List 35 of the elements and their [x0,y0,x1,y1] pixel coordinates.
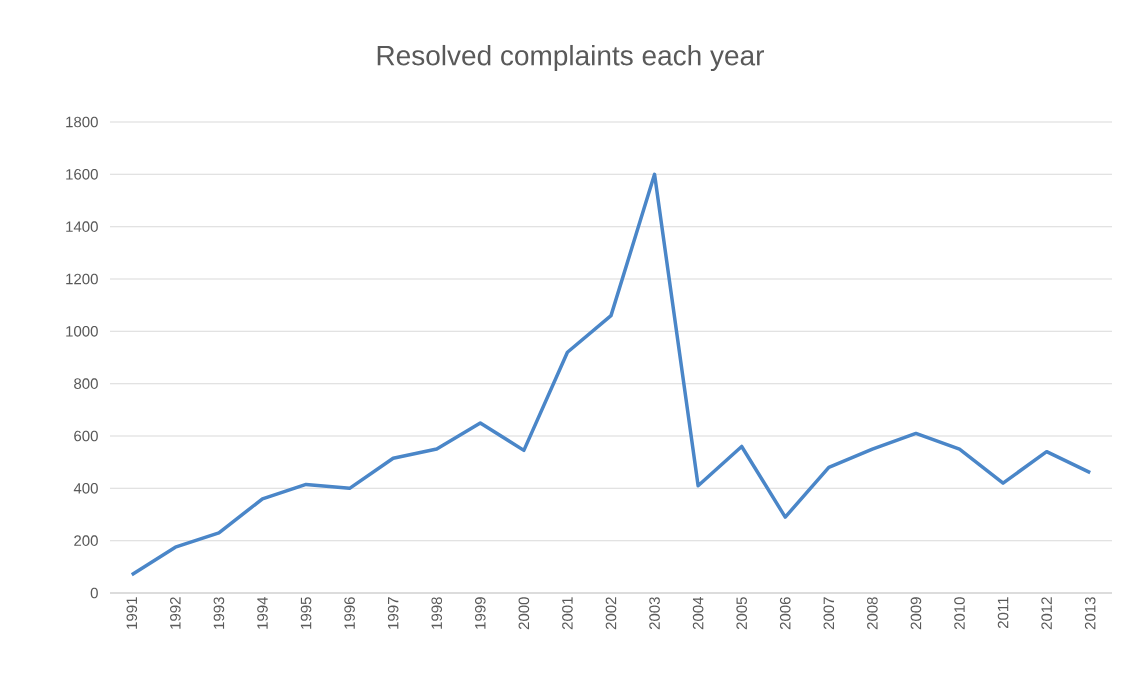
chart-title: Resolved complaints each year [377,44,764,72]
x-tick-label: 2005 [736,597,747,630]
line-series [130,172,1092,577]
x-tick-label: 2000 [518,597,530,630]
y-tick-label: 800 [74,378,98,389]
x-tick-label: 1997 [387,597,399,629]
x-tick-label: 2004 [692,596,704,630]
x-tick-label: 2010 [954,597,965,630]
x-tick-label: 1995 [300,597,312,629]
x-tick-label: 1993 [213,597,225,629]
x-tick-label: 1992 [170,597,181,629]
x-tick-label: 1999 [474,597,486,629]
x-tick-label: 2006 [779,597,791,630]
y-tick-label: 0 [90,587,98,599]
x-tick-label: 1998 [431,597,443,629]
x-tick-label: 2009 [910,597,922,630]
y-tick-label: 1800 [66,116,98,128]
x-tick-label: 2007 [823,597,835,630]
x-tick-label: 1996 [344,597,355,629]
x-tick-label: 2003 [649,597,660,630]
y-tick-label: 600 [74,430,98,442]
y-tick-label: 1400 [66,221,98,232]
y-tick-label: 200 [74,535,98,546]
x-tick-label: 2012 [1041,597,1052,630]
x-tick-label: 2008 [867,597,878,630]
y-tick-label: 1600 [66,169,98,180]
y-tick-label: 1000 [66,326,98,337]
x-tick-label: 2001 [562,597,573,630]
y-tick-label: 400 [73,483,98,494]
x-tick-label: 2011 [997,597,1009,629]
x-tick-label: 2002 [605,597,617,630]
x-tick-label: 1991 [126,597,138,629]
x-tick-label: 1994 [257,596,268,629]
y-tick-label: 1200 [66,273,98,285]
x-tick-label: 2013 [1084,597,1096,630]
